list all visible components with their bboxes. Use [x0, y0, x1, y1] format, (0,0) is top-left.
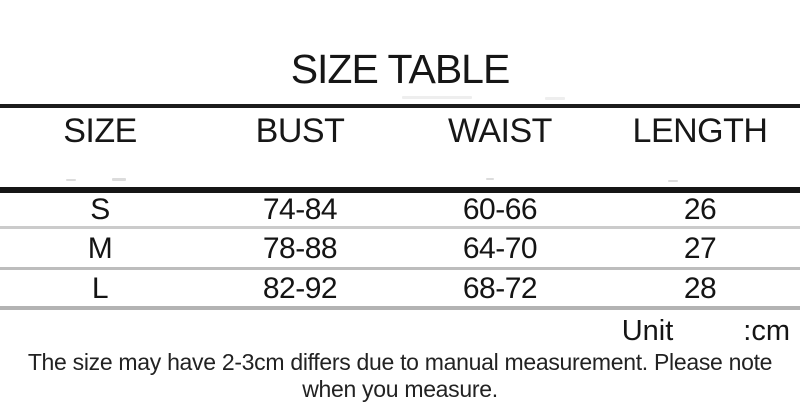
header-cell-length: LENGTH [632, 112, 768, 150]
table-header-row: SIZE BUST WAIST LENGTH [0, 108, 800, 154]
bust-cell: 78-88 [262, 232, 338, 265]
header-cell-size: SIZE [63, 112, 137, 150]
table-row: S 74-84 60-66 26 [0, 193, 800, 226]
top-rule [0, 104, 800, 108]
waist-cell: 60-66 [462, 193, 538, 226]
unit-label: Unit [621, 315, 674, 347]
row-separator [0, 267, 800, 270]
measurement-note: The size may have 2-3cm differs due to m… [27, 349, 773, 402]
unit-row: Unit :cm [622, 314, 790, 348]
waist-cell: 68-72 [462, 272, 538, 305]
header-cell-bust: BUST [255, 112, 345, 150]
size-cell: L [91, 272, 109, 305]
table-row: M 78-88 64-70 27 [0, 231, 800, 267]
header-divider-rule [0, 187, 800, 193]
size-cell: M [87, 232, 113, 265]
artifact-mark [66, 179, 76, 181]
artifact-mark [486, 178, 494, 180]
page-title: SIZE TABLE [290, 46, 511, 92]
header-cell-waist: WAIST [448, 112, 552, 150]
artifact-mark [112, 178, 126, 181]
length-cell: 26 [683, 193, 717, 226]
length-cell: 28 [683, 272, 717, 305]
artifact-mark [402, 96, 472, 99]
artifact-mark [668, 180, 678, 182]
length-cell: 27 [683, 232, 717, 265]
size-cell: S [90, 193, 110, 226]
unit-value: :cm [743, 315, 790, 347]
waist-cell: 64-70 [462, 232, 538, 265]
table-bottom-rule [0, 306, 800, 310]
artifact-mark [545, 97, 565, 100]
bust-cell: 74-84 [262, 193, 338, 226]
bust-cell: 82-92 [262, 272, 338, 305]
table-row: L 82-92 68-72 28 [0, 271, 800, 306]
row-separator [0, 226, 800, 229]
